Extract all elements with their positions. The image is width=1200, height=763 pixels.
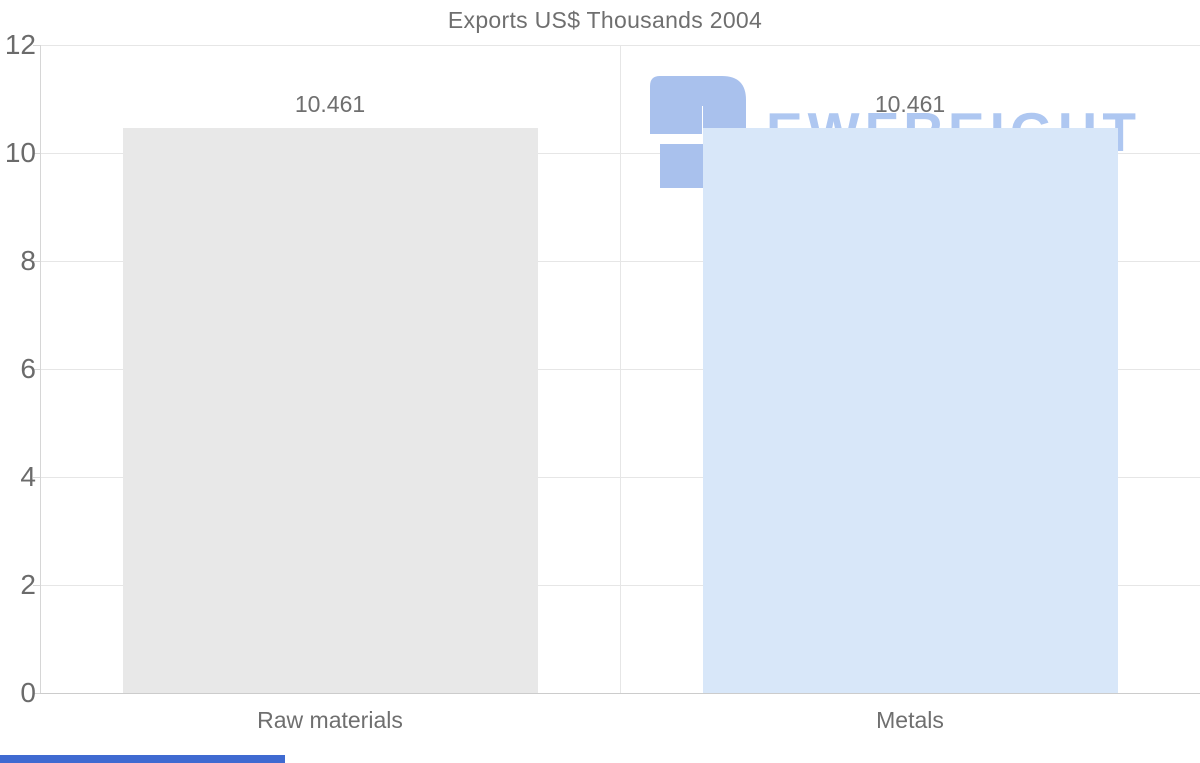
y-tick-mark-2 — [33, 585, 40, 586]
y-tick-label-8: 8 — [20, 245, 36, 276]
x-axis-label-raw-materials: Raw materials — [257, 707, 403, 733]
bar-metals — [703, 128, 1118, 693]
value-label-metals: 10.461 — [874, 91, 946, 117]
x-axis-line — [40, 693, 1200, 694]
bar-raw-materials — [123, 128, 538, 693]
y-tick-mark-6 — [33, 369, 40, 370]
y-tick-label-2: 2 — [20, 569, 36, 600]
y-tick-label-0: 0 — [20, 677, 36, 708]
y-tick-mark-10 — [33, 153, 40, 154]
y-tick-label-6: 6 — [20, 353, 36, 384]
bottom-blue-strip — [0, 755, 285, 763]
watermark-logo-icon — [650, 76, 746, 188]
y-tick-label-4: 4 — [20, 461, 36, 492]
y-axis-line — [40, 45, 41, 693]
y-tick-mark-0 — [33, 693, 40, 694]
y-tick-mark-8 — [33, 261, 40, 262]
y-tick-mark-4 — [33, 477, 40, 478]
gridline-category-separator — [620, 45, 621, 693]
value-label-raw-materials: 10.461 — [294, 91, 366, 117]
y-tick-label-10: 10 — [4, 137, 36, 168]
chart-title: Exports US$ Thousands 2004 — [447, 7, 763, 33]
y-tick-label-12: 12 — [4, 29, 36, 60]
y-tick-mark-12 — [33, 45, 40, 46]
x-axis-label-metals: Metals — [876, 707, 944, 733]
